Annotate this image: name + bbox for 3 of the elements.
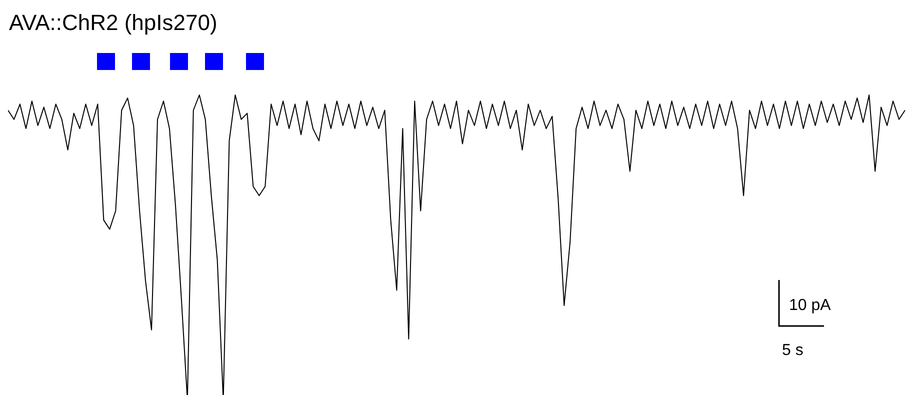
annotation: 5 s (782, 342, 804, 359)
chart-title: AVA::ChR2 (hpIs270) (9, 10, 218, 35)
annotation: 10 pA (789, 297, 832, 314)
